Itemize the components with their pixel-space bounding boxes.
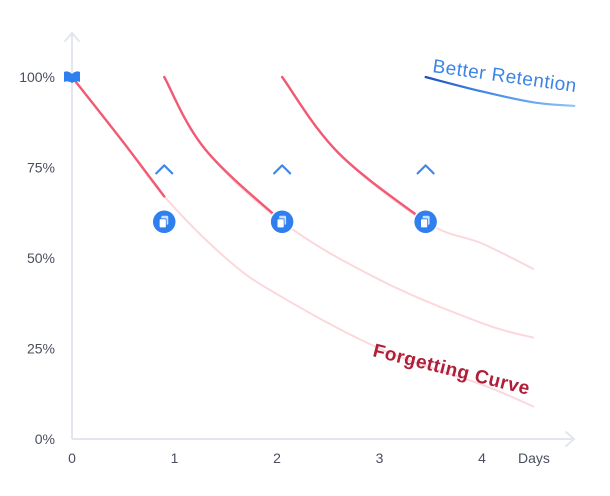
review-markers [64,71,439,235]
forgetting-curve-faded [281,76,535,270]
x-axis-label: Days [518,450,550,466]
y-tick-label: 25% [27,341,55,357]
card-front [420,218,429,229]
x-tick-label: 3 [376,450,384,466]
forgetting-curves-faded [71,76,535,408]
forgetting-curve-active [280,75,427,223]
cards-icon [158,215,169,229]
review-marker [151,209,177,235]
book-right-page [72,71,80,83]
forgetting-curves [70,75,576,223]
x-axis-arrowhead [565,431,576,447]
review-arrowhead [416,164,435,175]
forgetting-curve-active [70,75,166,198]
y-tick-label: 0% [35,431,55,447]
axes [64,31,576,447]
cards-icon [420,215,430,229]
card-front [158,218,167,229]
forgetting-curve-label: Forgetting Curve [371,340,532,399]
cards-icon [276,215,287,229]
review-marker [412,209,439,235]
x-tick-label: 1 [171,450,179,466]
card-front [276,218,285,229]
book-left-page [64,71,72,83]
book-icon [64,71,80,83]
y-axis-arrowhead [64,31,80,42]
x-tick-label: 2 [273,450,281,466]
review-arrowhead [273,164,292,175]
review-arrowhead [155,164,174,175]
forgetting-curve-faded [71,76,535,408]
x-tick-label: 4 [478,450,486,466]
y-tick-label: 75% [27,160,55,176]
better-retention-label: Better Retention [431,56,578,97]
x-tick-label: 0 [68,450,76,466]
forgetting-curve-faded [163,76,535,339]
review-arrows [155,77,435,222]
better-retention-curve [424,75,576,108]
tick-labels: 0% 25% 50% 75% 100% 0 1 2 3 4 [19,69,486,466]
review-marker [269,209,295,235]
y-tick-label: 50% [27,250,55,266]
y-tick-label: 100% [19,69,55,85]
forgetting-curve-active [163,75,284,223]
